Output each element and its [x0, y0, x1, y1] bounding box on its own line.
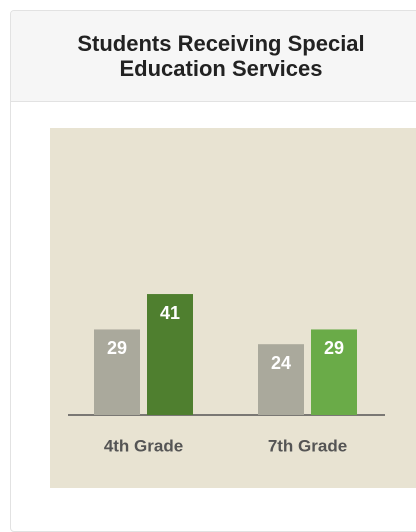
bar	[311, 329, 357, 415]
data-label: 41	[160, 303, 180, 323]
x-tick-label: 7th Grade	[268, 436, 347, 455]
chart-title: Students Receiving Special Education Ser…	[77, 31, 365, 81]
bar	[147, 294, 193, 415]
data-label: 29	[107, 338, 127, 358]
bar	[94, 329, 140, 415]
page: {"chart_data": {"type": "bar", "title": …	[10, 10, 416, 532]
bar	[258, 344, 304, 415]
chart: 4th Grade 29 41 7th Grade 24 29	[50, 128, 416, 488]
data-label: 29	[324, 338, 344, 358]
data-label: 24	[271, 353, 291, 373]
x-tick-label: 4th Grade	[104, 436, 183, 455]
plot-background	[50, 128, 416, 488]
card-header: Students Receiving Special Education Ser…	[11, 11, 416, 102]
